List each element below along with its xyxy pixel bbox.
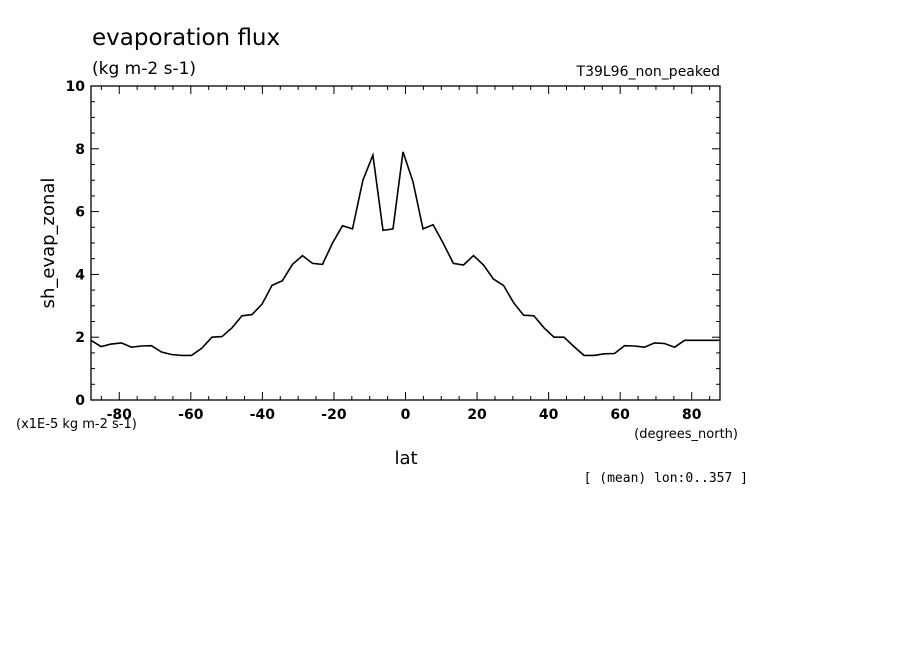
x-units-label: (degrees_north) — [634, 427, 738, 442]
y-axis-label: sh_evap_zonal — [38, 178, 59, 309]
x-tick-label: 80 — [682, 407, 702, 423]
series-line — [90, 151, 720, 357]
x-tick-label: 40 — [539, 407, 559, 423]
chart-title: evaporation flux — [92, 25, 280, 51]
x-axis-label: lat — [394, 448, 417, 469]
x-tick-label: 60 — [610, 407, 630, 423]
plot-frame — [90, 85, 721, 401]
x-tick-label: 0 — [401, 407, 411, 423]
x-tick-label: -20 — [321, 407, 347, 423]
y-tick-label: 2 — [75, 330, 85, 346]
y-tick-label: 8 — [75, 142, 85, 158]
footer-note: [ (mean) lon:0..357 ] — [584, 471, 748, 486]
y-scale-note: (x1E-5 kg m-2 s-1) — [16, 417, 137, 432]
chart-units: (kg m-2 s-1) — [92, 59, 196, 79]
x-tick-label: 20 — [467, 407, 487, 423]
y-tick-label: 0 — [75, 393, 85, 409]
y-tick-label: 4 — [75, 267, 85, 283]
x-tick-label: -40 — [250, 407, 276, 423]
x-tick-label: -80 — [107, 407, 133, 423]
x-tick-label: -60 — [178, 407, 204, 423]
run-label: T39L96_non_peaked — [576, 64, 720, 80]
plot-area: 0 2 4 6 8 10 -80 -60 -40 -20 0 20 40 60 80 — [66, 79, 721, 423]
y-tick-label: 10 — [66, 79, 86, 95]
y-tick-label: 6 — [75, 205, 85, 221]
